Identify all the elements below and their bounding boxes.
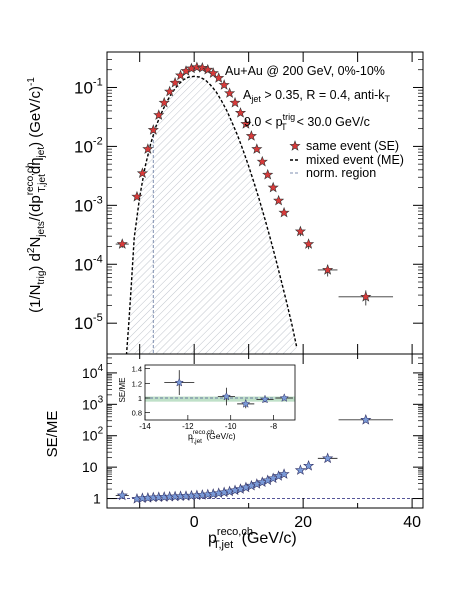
se-point-6 — [158, 96, 170, 108]
ratio-point-28 — [278, 468, 290, 479]
legend-me-label: mixed event (ME) — [306, 153, 404, 167]
top-ytick-label-0: 10-5 — [74, 312, 103, 333]
se-point-8 — [169, 76, 181, 88]
inset-xtick-label-2: -10 — [225, 422, 237, 431]
se-point-26 — [267, 181, 279, 193]
inset-ytick-label-1: 1 — [138, 394, 142, 403]
bot-ytick-label-3: 103 — [82, 394, 104, 412]
se-point-27 — [273, 194, 285, 206]
top-ytick-label-4: 10-1 — [74, 76, 103, 97]
legend: same event (SE) mixed event (ME) norm. r… — [289, 139, 404, 180]
xtick-label-2: 40 — [403, 514, 421, 531]
bot-ytick-label-1: 10 — [82, 459, 98, 475]
se-point-7 — [164, 85, 176, 97]
se-point-16 — [213, 72, 225, 83]
bottom-y-axis-label: SE/ME — [44, 411, 61, 458]
xtick-label-0: 0 — [190, 514, 199, 531]
bottom-axis-ticks: 1 10 102 103 104 0 20 40 — [82, 354, 423, 531]
top-panel: 10-5 10-4 10-3 10-2 10-1 Au+Au @ 200 GeV, 0%… — [25, 51, 424, 355]
ratio-point-0 — [116, 489, 128, 501]
inset-point-0 — [174, 377, 184, 387]
se-point-3 — [142, 143, 154, 154]
se-point-0 — [116, 238, 128, 249]
se-point-21 — [240, 118, 252, 129]
ratio-point-29 — [294, 464, 306, 475]
bottom-panel: 1 10 102 103 104 0 20 40 SE/ME preco,ch T,jet (G… — [44, 353, 424, 551]
se-point-22 — [245, 130, 257, 141]
bot-ytick-label-2: 102 — [82, 426, 104, 444]
se-point-30 — [303, 238, 315, 249]
xtick-label-1: 20 — [294, 514, 312, 531]
top-y-axis-label: (1/Ntrig) d2Njets/(dpreco,chT,jetdηjet) … — [25, 77, 48, 313]
se-point-5 — [153, 109, 165, 120]
inset-ytick-label-0: 0.8 — [132, 409, 142, 418]
se-point-18 — [224, 87, 236, 98]
ratio-markers — [115, 414, 394, 504]
inset-norm-band — [145, 396, 295, 402]
top-axis-ticks: 10-5 10-4 10-3 10-2 10-1 — [74, 52, 423, 354]
inset-x-axis-label: preco,ch T,jet (GeV/c) — [188, 429, 236, 445]
se-point-13 — [196, 62, 208, 73]
top-ytick-label-1: 10-4 — [74, 253, 103, 274]
se-point-1 — [131, 190, 143, 202]
annotation-trigger: 9.0 < ptrig T < 30.0 GeV/c — [244, 112, 370, 132]
inset-markers — [164, 370, 293, 409]
legend-se-label: same event (SE) — [306, 139, 399, 153]
inset-xtick-label-0: -14 — [139, 422, 151, 431]
se-point-19 — [229, 96, 241, 108]
se-point-4 — [147, 124, 159, 135]
inset-xtick-label-1: -12 — [182, 422, 194, 431]
se-point-24 — [256, 155, 268, 167]
inset-panel: 0.8 1 1.2 1.4 -14 -12 -10 -8 SE/ME preco,ch T,je… — [118, 364, 296, 445]
se-point-14 — [202, 63, 214, 75]
top-ytick-label-3: 10-2 — [74, 135, 103, 156]
inset-frame — [144, 364, 296, 421]
inset-point-2 — [241, 398, 251, 408]
se-point-23 — [251, 143, 263, 154]
legend-se-star — [289, 140, 301, 151]
inset-point-4 — [279, 393, 289, 402]
mixed-event-fill — [126, 76, 297, 354]
top-ytick-label-2: 10-3 — [74, 194, 103, 215]
inset-xtick-label-3: -8 — [270, 422, 278, 431]
inset-axis-ticks: 0.8 1 1.2 1.4 -14 -12 -10 -8 — [132, 365, 278, 431]
same-event-markers — [115, 61, 394, 306]
inset-point-1 — [221, 391, 232, 401]
ratio-point-31 — [322, 452, 334, 464]
se-point-12 — [191, 61, 203, 73]
bot-ytick-label-0: 1 — [93, 491, 101, 507]
inset-y-axis-label: SE/ME — [118, 378, 127, 403]
annotation-collision: Au+Au @ 200 GeV, 0%-10% — [225, 64, 385, 78]
inset-ytick-label-3: 1.4 — [132, 365, 142, 374]
bottom-plot-frame — [106, 353, 424, 509]
inset-background — [145, 365, 295, 420]
legend-se-marker — [289, 140, 301, 151]
se-point-28 — [278, 206, 290, 218]
legend-norm-label: norm. region — [306, 166, 376, 180]
x-axis-label: preco,ch T,jet (GeV/c) — [208, 526, 297, 551]
se-point-17 — [218, 79, 230, 90]
ratio-point-30 — [303, 459, 315, 471]
inset-point-3 — [260, 394, 270, 404]
se-point-32 — [360, 290, 372, 302]
se-point-29 — [294, 225, 306, 237]
se-point-31 — [322, 264, 334, 275]
annotation-jet-cuts: Ajet > 0.35, R = 0.4, anti-kT — [243, 88, 391, 104]
bot-ytick-label-4: 104 — [82, 363, 104, 381]
ratio-point-32 — [360, 414, 372, 425]
se-point-20 — [234, 107, 247, 118]
inset-ytick-label-2: 1.2 — [132, 379, 142, 388]
se-point-2 — [136, 167, 148, 179]
mixed-event-curve — [125, 75, 298, 354]
se-point-25 — [262, 168, 274, 180]
se-point-15 — [207, 67, 219, 78]
